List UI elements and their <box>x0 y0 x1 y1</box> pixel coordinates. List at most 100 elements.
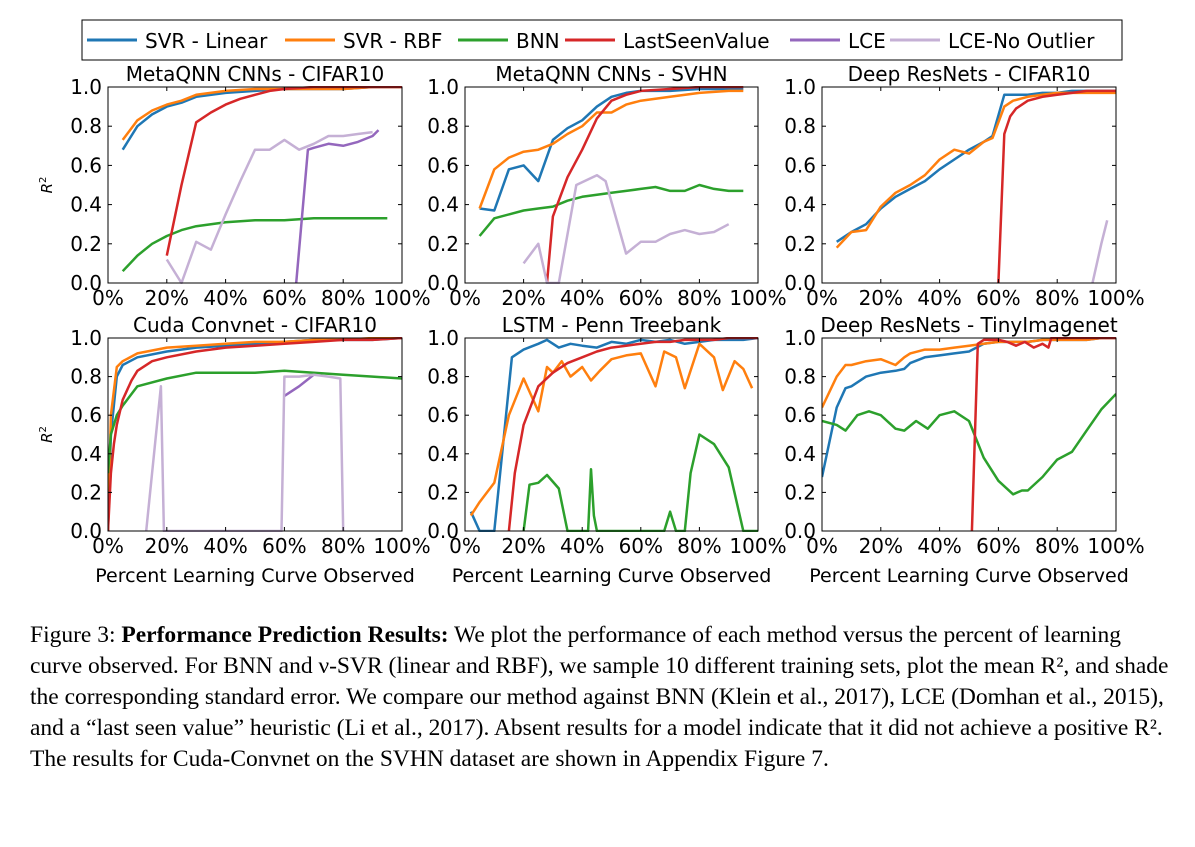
plot-frame <box>464 337 759 532</box>
plot-frame <box>464 86 759 284</box>
x-tick-label: 60% <box>262 534 306 558</box>
series-line <box>479 87 744 212</box>
x-tick-label: 0% <box>92 534 124 558</box>
legend-label: BNN <box>516 29 560 53</box>
y-tick-label: 0.0 <box>70 271 102 295</box>
x-tick-label: 60% <box>619 286 663 310</box>
y-tick-label: 0.0 <box>784 519 816 543</box>
series-line <box>507 337 758 532</box>
x-tick-label: 20% <box>859 534 903 558</box>
x-tick-label: 40% <box>917 286 961 310</box>
y-tick-label: 0.8 <box>70 114 102 138</box>
y-tick-label: 0.0 <box>70 519 102 543</box>
x-tick-label: 40% <box>560 286 604 310</box>
y-tick-label: 0.2 <box>70 232 102 256</box>
x-tick-label: 100% <box>729 286 786 310</box>
y-tick-label: 0.2 <box>70 480 102 504</box>
series-line <box>836 89 1116 243</box>
y-tick-label: 0.6 <box>70 153 102 177</box>
series-line <box>997 89 1116 284</box>
y-tick-label: 0.8 <box>784 114 816 138</box>
series-line <box>478 89 744 209</box>
chart-panel-5: LSTM - Penn Treebank 0.0 0.2 0.4 0.6 0.8 1.0 0%… <box>427 313 786 587</box>
y-tick-label: 0.8 <box>784 365 816 389</box>
x-tick-label: 40% <box>203 286 247 310</box>
series-line <box>165 130 373 284</box>
panels: MetaQNN CNNs - CIFAR10 0.0 0.2 0.4 0.6 0.8 1.0… <box>38 62 1145 587</box>
x-axis-label: Percent Learning Curve Observed <box>95 565 415 587</box>
legend-label: LCE-No Outlier <box>948 29 1095 53</box>
y-tick-label: 0.6 <box>427 403 459 427</box>
y-tick-label: 1.0 <box>70 326 102 350</box>
y-tick-label: 0.8 <box>427 114 459 138</box>
legend-label: LastSeenValue <box>623 29 770 53</box>
x-tick-label: 100% <box>729 534 786 558</box>
y-tick-label: 0.4 <box>427 442 459 466</box>
chart-title: Deep ResNets - CIFAR10 <box>848 62 1091 86</box>
x-axis-label: Percent Learning Curve Observed <box>809 565 1129 587</box>
x-tick-label: 80% <box>321 534 365 558</box>
legend: SVR - Linear SVR - RBF BNN LastSeenValue LCE… <box>81 19 1123 61</box>
legend-label: LCE <box>848 29 886 53</box>
x-tick-label: 20% <box>501 286 545 310</box>
series-line <box>283 373 315 397</box>
x-tick-label: 0% <box>449 534 481 558</box>
series-line <box>522 433 758 532</box>
figure: SVR - Linear SVR - RBF BNN LastSeenValue LCE… <box>38 19 1145 587</box>
caption-bold: Performance Prediction Results: <box>121 622 449 648</box>
x-tick-label: 60% <box>976 286 1020 310</box>
series-line <box>469 342 754 517</box>
series-line <box>835 91 1116 249</box>
y-axis-label: R2 <box>38 177 56 194</box>
x-tick-label: 80% <box>677 534 721 558</box>
y-tick-label: 0.4 <box>70 442 102 466</box>
x-tick-label: 0% <box>92 286 124 310</box>
plot-frame <box>107 86 403 284</box>
series-line <box>108 337 402 532</box>
x-tick-label: 100% <box>1087 534 1144 558</box>
series-line <box>822 393 1116 496</box>
y-tick-label: 1.0 <box>70 75 102 99</box>
chart-title: MetaQNN CNNs - CIFAR10 <box>126 62 384 86</box>
x-tick-label: 20% <box>145 534 189 558</box>
y-tick-label: 1.0 <box>784 75 816 99</box>
y-tick-label: 0.2 <box>427 232 459 256</box>
series-line <box>121 86 402 141</box>
plot-frame <box>107 337 403 532</box>
chart-title: Cuda Convnet - CIFAR10 <box>133 313 377 337</box>
chart-panel-2: MetaQNN CNNs - SVHN 0.0 0.2 0.4 0.6 0.8 1.0 0% 2… <box>427 62 786 310</box>
x-tick-label: 40% <box>917 534 961 558</box>
y-tick-label: 1.0 <box>427 326 459 350</box>
chart-title: MetaQNN CNNs - SVHN <box>495 62 727 86</box>
y-tick-label: 0.0 <box>427 271 459 295</box>
y-tick-label: 0.4 <box>784 442 816 466</box>
y-tick-label: 0.0 <box>784 271 816 295</box>
y-tick-label: 0.0 <box>427 519 459 543</box>
series-line <box>822 337 1116 478</box>
x-tick-label: 100% <box>1087 286 1144 310</box>
legend-label: SVR - Linear <box>145 29 268 53</box>
series-line <box>822 337 1116 409</box>
x-tick-label: 80% <box>1035 286 1079 310</box>
series-line <box>144 373 345 532</box>
chart-panel-3: Deep ResNets - CIFAR10 0.0 0.2 0.4 0.6 0.8 1.0… <box>784 62 1144 310</box>
x-tick-label: 60% <box>619 534 663 558</box>
y-axis-label: R2 <box>38 426 56 443</box>
x-tick-label: 40% <box>560 534 604 558</box>
x-axis-label: Percent Learning Curve Observed <box>452 565 772 587</box>
series-line <box>970 337 1116 532</box>
chart-title: Deep ResNets - TinyImagenet <box>820 313 1118 337</box>
y-tick-label: 0.6 <box>784 403 816 427</box>
caption-label: Figure 3: <box>30 622 116 648</box>
series-line <box>108 369 402 474</box>
x-tick-label: 80% <box>677 286 721 310</box>
x-tick-label: 60% <box>976 534 1020 558</box>
chart-title: LSTM - Penn Treebank <box>502 313 722 337</box>
y-tick-label: 0.2 <box>784 480 816 504</box>
x-tick-label: 100% <box>373 534 430 558</box>
series-line <box>294 129 380 284</box>
x-tick-label: 40% <box>203 534 247 558</box>
chart-panel-4: Cuda Convnet - CIFAR10 0.0 0.2 0.4 0.6 0.8 1.0… <box>38 313 431 587</box>
series-line <box>108 337 402 532</box>
x-tick-label: 0% <box>806 286 838 310</box>
